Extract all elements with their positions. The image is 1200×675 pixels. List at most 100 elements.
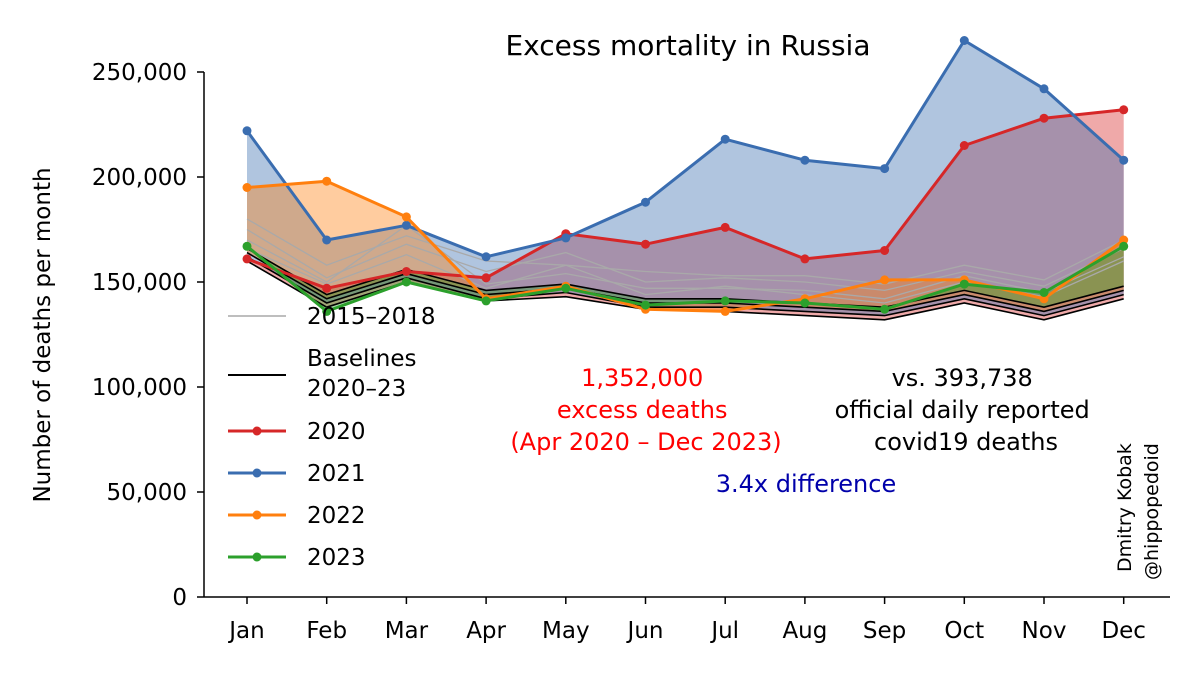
point-2020-dec	[1119, 105, 1129, 115]
year-series	[242, 36, 1129, 316]
point-2023-feb	[322, 306, 332, 316]
chart-title: Excess mortality in Russia	[505, 29, 870, 62]
y-tick-label: 150,000	[92, 270, 187, 296]
series-2020	[242, 105, 1129, 293]
series-2021	[242, 36, 1129, 262]
point-2020-apr	[481, 273, 491, 283]
point-2021-nov	[1039, 84, 1049, 94]
difference-annotation: 3.4x difference	[716, 470, 896, 498]
official-line-3: covid19 deaths	[874, 428, 1058, 456]
legend-marker-2020	[252, 426, 262, 436]
point-2022-nov	[1039, 294, 1049, 304]
point-2022-jul	[720, 306, 730, 316]
legend-label-2021: 2021	[307, 461, 366, 487]
point-2020-mar	[401, 267, 411, 276]
excess-area-2021	[247, 40, 1124, 316]
point-2023-jul	[720, 296, 730, 306]
point-2022-mar	[401, 212, 411, 222]
legend-label-baselines-line: Baselines	[307, 346, 417, 372]
legend-label-2023: 2023	[307, 545, 366, 571]
point-2020-jan	[242, 254, 252, 264]
series-line-2021	[245, 39, 1125, 259]
excess-line-3: (Apr 2020 – Dec 2023)	[510, 428, 781, 456]
series-line-2023	[246, 245, 1125, 313]
x-tick-label-jun: Jun	[626, 618, 664, 644]
y-tick-label: 50,000	[107, 480, 187, 506]
x-tick-label-sep: Sep	[863, 618, 906, 644]
point-2021-jan	[242, 126, 252, 136]
point-2023-jun	[641, 300, 650, 310]
point-2022-sep	[880, 275, 890, 285]
point-2021-sep	[880, 164, 890, 174]
history-line-2	[246, 228, 1124, 292]
point-2023-dec	[1119, 241, 1129, 251]
annotations: 1,352,000 excess deaths (Apr 2020 – Dec …	[510, 364, 1163, 580]
point-2020-sep	[880, 246, 890, 255]
y-axis-label: Number of deaths per month	[30, 167, 56, 502]
x-tick-label-dec: Dec	[1101, 618, 1146, 644]
point-2020-feb	[322, 283, 332, 293]
point-2023-may	[561, 283, 571, 293]
x-tick-label-may: May	[542, 618, 590, 644]
legend-label-2022: 2022	[307, 503, 366, 529]
axes	[203, 72, 1170, 598]
point-2020-jul	[720, 222, 730, 232]
history-line-3	[246, 224, 1124, 300]
history-line-1	[246, 218, 1124, 285]
y-tick-label: 100,000	[92, 375, 187, 401]
point-2023-nov	[1039, 288, 1049, 297]
point-2021-jun	[641, 197, 650, 207]
point-2021-mar	[401, 220, 411, 230]
point-2021-feb	[322, 235, 332, 245]
legend-marker-2023	[252, 552, 262, 562]
point-2023-oct	[959, 279, 969, 289]
credit-author: Dmitry Kobak	[1114, 443, 1136, 572]
x-tick-label-oct: Oct	[944, 618, 984, 644]
point-2021-may	[561, 233, 571, 243]
x-tick-label-feb: Feb	[306, 618, 347, 644]
y-tick-label: 200,000	[92, 165, 187, 191]
point-2023-sep	[880, 304, 890, 314]
baseline-line-2	[246, 256, 1124, 317]
legend-label-2020: 2020	[307, 419, 366, 445]
excess-deaths-annotation: 1,352,000 excess deaths (Apr 2020 – Dec …	[510, 364, 781, 456]
y-ticks: 0 50,000 100,000 150,000 200,000 250,000	[92, 60, 204, 611]
legend-label-history: 2015–2018	[307, 304, 436, 330]
y-tick-label: 0	[172, 585, 187, 611]
point-2022-jan	[242, 183, 252, 192]
y-tick-label: 250,000	[92, 60, 187, 86]
x-tick-label-jan: Jan	[227, 618, 264, 644]
series-line-2022	[246, 179, 1125, 313]
point-2022-dec	[1119, 235, 1129, 245]
x-tick-label-jul: Jul	[709, 618, 739, 644]
series-2023	[242, 241, 1129, 316]
x-tick-label-apr: Apr	[466, 618, 506, 644]
point-2021-apr	[481, 252, 491, 262]
x-ticks: Jan Feb Mar Apr May Jun Jul Aug Sep Oct Nov Dec	[227, 597, 1146, 644]
point-2023-apr	[481, 296, 491, 306]
point-2023-aug	[800, 298, 810, 308]
excess-area-2020	[247, 109, 1124, 320]
point-2021-aug	[800, 155, 810, 165]
x-tick-label-aug: Aug	[782, 618, 827, 644]
point-2020-nov	[1039, 113, 1049, 123]
x-tick-label-nov: Nov	[1022, 618, 1067, 644]
point-2023-jan	[242, 241, 252, 251]
point-2021-dec	[1119, 155, 1129, 165]
credit-handle: @hippopedoid	[1141, 443, 1163, 580]
point-2020-aug	[800, 254, 810, 264]
point-2023-mar	[401, 277, 411, 287]
point-2021-jul	[720, 134, 730, 144]
x-tick-label-mar: Mar	[385, 618, 429, 644]
point-2022-feb	[322, 176, 332, 186]
official-deaths-annotation: vs. 393,738 official daily reported covi…	[835, 364, 1098, 456]
legend-label-baselines: Baselines 2020–23	[307, 346, 417, 402]
legend-label-baselines-line: 2020–23	[307, 376, 406, 402]
point-2021-oct	[959, 36, 969, 45]
official-line-2: official daily reported	[835, 396, 1090, 424]
excess-line-2: excess deaths	[557, 396, 728, 424]
series-line-2020	[246, 108, 1124, 290]
legend-marker-2021	[252, 468, 262, 478]
